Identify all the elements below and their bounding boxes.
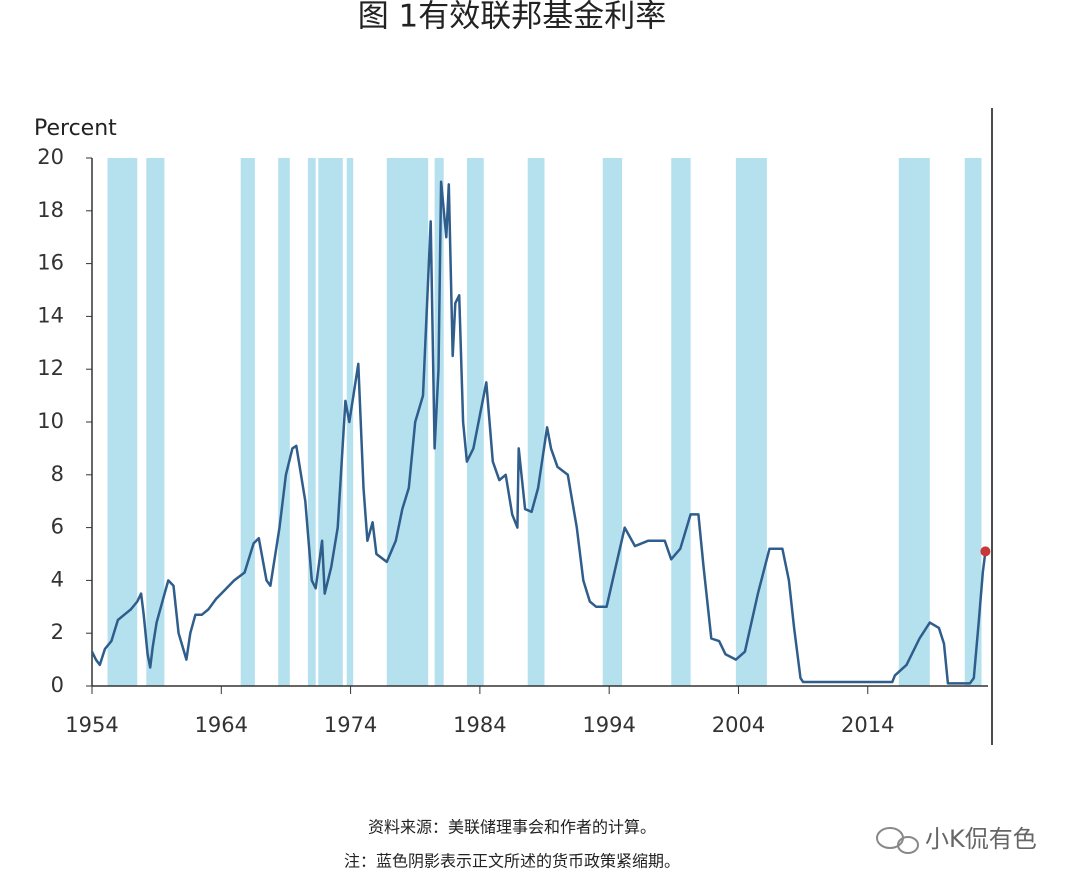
shaded-period: [386, 158, 429, 686]
shaded-period: [146, 158, 165, 686]
shaded-period: [964, 158, 982, 686]
watermark: 小K侃有色: [925, 825, 1037, 853]
shaded-period: [434, 158, 444, 686]
x-tick-label: 2014: [841, 713, 894, 737]
shaded-period: [898, 158, 930, 686]
y-tick-label: 20: [37, 145, 64, 169]
shaded-period: [240, 158, 255, 686]
footnote: 注：蓝色阴影表示正文所述的货币政策紧缩期。: [344, 852, 680, 871]
x-tick-label: 1964: [195, 713, 248, 737]
y-tick-label: 12: [37, 356, 64, 380]
shaded-period: [107, 158, 138, 686]
rate-line: [90, 180, 987, 685]
x-tick-label: 2004: [712, 713, 765, 737]
shaded-period: [466, 158, 484, 686]
watermark-icon: [876, 827, 919, 854]
shaded-period: [307, 158, 316, 686]
shaded-period: [318, 158, 343, 686]
y-tick-label: 6: [51, 515, 64, 539]
y-tick-label: 10: [37, 409, 64, 433]
x-tick-label: 1974: [324, 713, 377, 737]
shaded-period: [671, 158, 691, 686]
y-tick-label: 0: [51, 673, 64, 697]
shaded-period: [735, 158, 767, 686]
chart-title: 图 1有效联邦基金利率: [358, 0, 667, 35]
x-tick-label: 1994: [582, 713, 635, 737]
y-tick-label: 4: [51, 567, 64, 591]
x-tick-label: 1984: [453, 713, 506, 737]
source-note: 资料来源：美联储理事会和作者的计算。: [368, 818, 656, 837]
y-tick-label: 16: [37, 251, 64, 275]
x-tick-label: 1954: [65, 713, 118, 737]
y-tick-label: 14: [37, 303, 64, 327]
y-axis-label: Percent: [34, 116, 117, 141]
y-tick-label: 8: [51, 462, 64, 486]
y-tick-label: 18: [37, 198, 64, 222]
shaded-period: [602, 158, 623, 686]
last-point: [980, 546, 991, 557]
shaded-period: [278, 158, 290, 686]
shaded-period: [527, 158, 545, 686]
y-tick-label: 2: [51, 620, 64, 644]
